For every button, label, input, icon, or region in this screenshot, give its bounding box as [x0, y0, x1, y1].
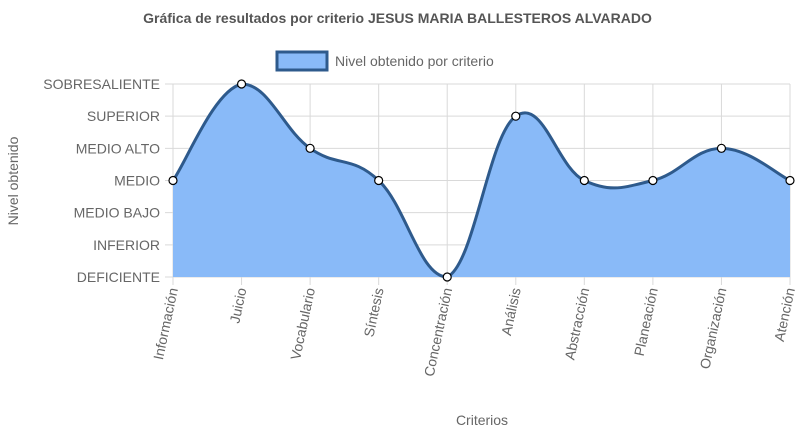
data-point[interactable]: [648, 175, 658, 186]
series-area: [171, 82, 791, 279]
x-tick-label: Análisis: [498, 286, 524, 337]
x-axis-label: Criterios: [456, 412, 508, 428]
legend[interactable]: Nivel obtenido por criterio: [275, 50, 494, 72]
data-point[interactable]: [716, 143, 727, 153]
legend-label[interactable]: Nivel obtenido por criterio: [335, 53, 494, 69]
data-point[interactable]: [168, 175, 178, 186]
y-tick-label: MEDIO: [114, 173, 160, 189]
y-tick-label: INFERIOR: [93, 237, 160, 253]
series-line: [171, 82, 791, 279]
x-tick-label: Planeación: [631, 286, 661, 357]
y-tick-label: DEFICIENTE: [77, 269, 160, 285]
y-axis-ticks: DEFICIENTE INFERIOR MEDIO BAJO MEDIO MEDIO A…: [43, 76, 160, 285]
data-points: [168, 79, 795, 282]
y-tick-label: MEDIO ALTO: [76, 140, 160, 156]
x-tick-label: Síntesis: [361, 286, 387, 338]
legend-swatch[interactable]: [275, 50, 329, 72]
y-tick-label: SOBRESALIENTE: [43, 76, 160, 92]
data-point[interactable]: [511, 111, 521, 121]
x-tick-label: Atención: [771, 286, 795, 343]
x-axis-ticks: Información Juicio Vocabulario Síntesis Conc…: [150, 286, 795, 378]
series-fill: [173, 84, 790, 277]
x-tick-label: Concentración: [421, 286, 455, 378]
x-tick-label: Vocabulario: [287, 286, 318, 361]
data-point[interactable]: [785, 175, 795, 186]
data-point[interactable]: [374, 175, 384, 186]
y-tick-label: SUPERIOR: [87, 108, 160, 124]
data-point[interactable]: [305, 143, 315, 153]
data-point[interactable]: [442, 272, 452, 282]
data-point[interactable]: [236, 79, 247, 89]
x-tick-label: Información: [150, 286, 181, 361]
x-tick-label: Organización: [697, 286, 730, 370]
y-tick-label: MEDIO BAJO: [74, 205, 160, 221]
y-axis-label: Nivel obtenido: [5, 136, 21, 225]
chart-title: Gráfica de resultados por criterio JESUS…: [143, 10, 652, 26]
x-tick-label: Abstracción: [561, 286, 592, 361]
data-point[interactable]: [579, 175, 589, 186]
x-tick-label: Juicio: [226, 286, 249, 325]
